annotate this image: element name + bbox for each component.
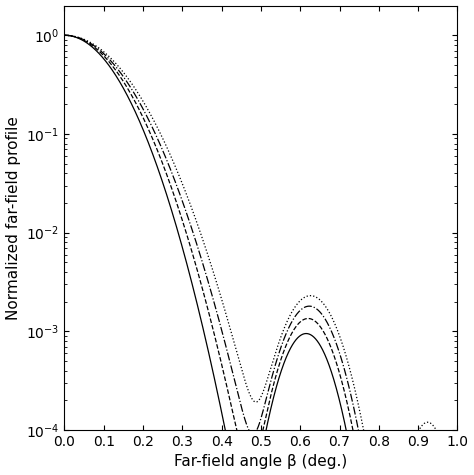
Y-axis label: Normalized far-field profile: Normalized far-field profile [6, 116, 20, 320]
X-axis label: Far-field angle β (deg.): Far-field angle β (deg.) [174, 455, 347, 469]
